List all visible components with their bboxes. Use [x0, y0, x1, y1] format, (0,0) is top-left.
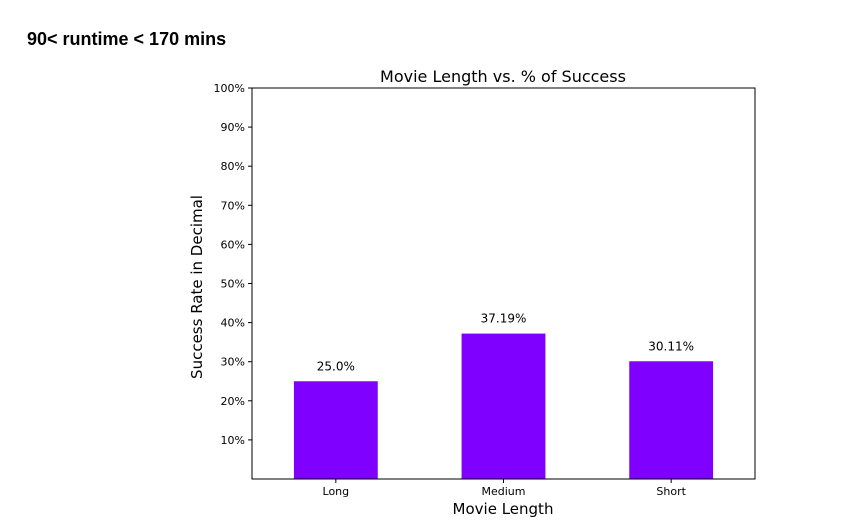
y-tick-label: 30% — [221, 356, 245, 369]
bar-value-label: 30.11% — [648, 339, 694, 353]
x-tick-label: Medium — [482, 485, 526, 498]
x-axis-label: Movie Length — [453, 500, 554, 518]
y-tick-label: 80% — [221, 160, 245, 173]
bar — [293, 381, 378, 479]
bar — [629, 361, 714, 479]
y-axis: 10% 20% 30% 40% 50% 60% 70% 80% 90% 100% — [214, 82, 252, 447]
y-tick-label: 100% — [214, 82, 245, 95]
y-tick-label: 20% — [221, 395, 245, 408]
y-tick-label: 90% — [221, 121, 245, 134]
y-tick-label: 10% — [221, 434, 245, 447]
chart-title: Movie Length vs. % of Success — [380, 67, 626, 86]
y-tick-label: 60% — [221, 238, 245, 251]
y-tick-label: 70% — [221, 199, 245, 212]
page-heading: 90< runtime < 170 mins — [27, 29, 227, 49]
y-tick-label: 50% — [221, 278, 245, 291]
y-axis-label: Success Rate in Decimal — [188, 195, 206, 379]
bar-value-label: 25.0% — [317, 359, 355, 373]
bars-group: 25.0% 37.19% 30.11% — [293, 312, 714, 479]
plot-frame — [251, 87, 756, 480]
x-axis: Long Medium Short — [323, 479, 687, 498]
bar — [461, 333, 546, 479]
x-tick-label: Long — [323, 485, 350, 498]
bar-value-label: 37.19% — [481, 312, 527, 326]
x-tick-label: Short — [656, 485, 686, 498]
y-tick-label: 40% — [221, 317, 245, 330]
